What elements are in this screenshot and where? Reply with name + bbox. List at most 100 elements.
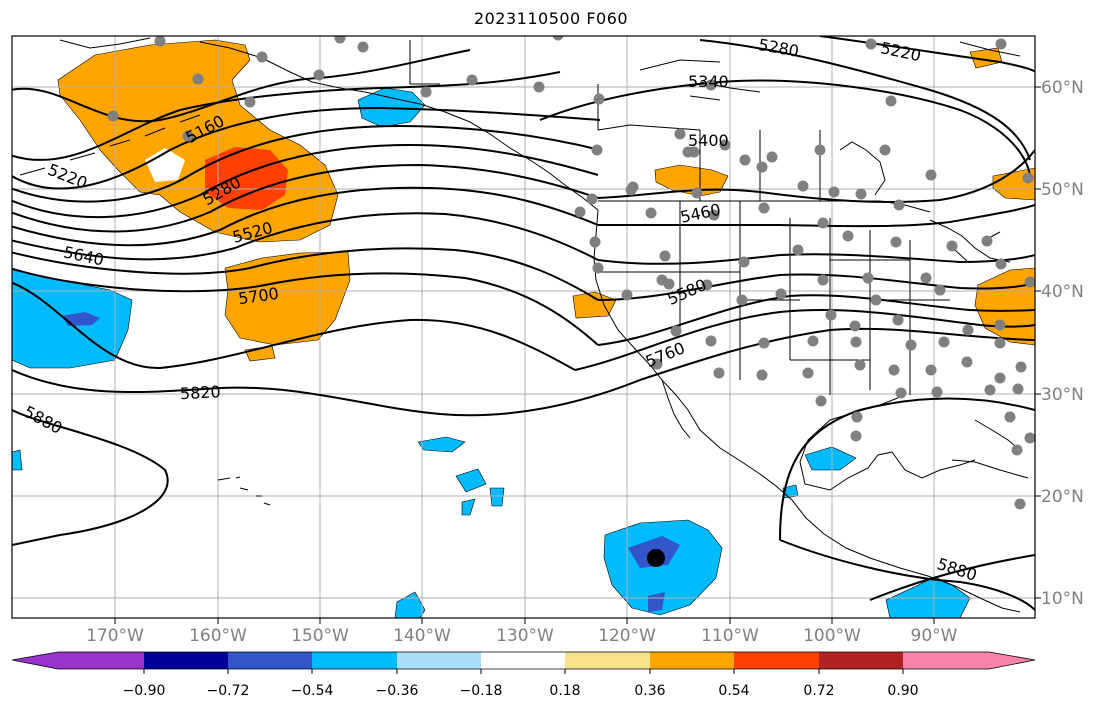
lon-label: 170°W [86,626,144,646]
florida-cuba [951,419,1029,479]
station-marker [797,180,809,192]
station-marker [851,411,863,423]
colorbar-tick-label: 0.36 [634,683,665,699]
station-marker [905,339,917,351]
station-marker [719,139,731,151]
station-marker [994,372,1006,384]
station-marker [849,320,861,332]
station-marker [854,359,866,371]
colorbar-outline [11,651,1036,670]
contour-5520 [12,186,599,247]
colorbar-segment [58,652,144,669]
contour-5340 [12,124,601,203]
contour-5340-north [539,79,1031,176]
station-marker [766,151,778,163]
colorbar-extend-min [12,652,58,669]
station-marker [870,294,882,306]
station-marker [705,79,717,91]
station-marker [1004,411,1016,423]
station-marker [775,288,787,300]
contour-n-7 [639,327,1035,381]
lon-label: 140°W [393,626,451,646]
station-marker [552,36,564,41]
negative-anomaly-islands-3 [489,487,505,507]
station-marker [865,38,877,50]
station-marker [701,279,713,291]
station-marker [645,207,657,219]
station-marker [855,188,867,200]
lon-label: 120°W [598,626,656,646]
contour-5880-south [869,554,1035,601]
storm-center-marker [647,549,665,567]
station-marker [738,256,750,268]
station-marker [533,81,545,93]
colorbar-segment [481,652,565,669]
station-marker [713,367,725,379]
station-marker [651,358,663,370]
station-marker [625,184,637,196]
contour-5880 [12,409,169,546]
negative-anomaly-small-2 [12,449,23,471]
station-marker [708,209,720,221]
station-marker [925,169,937,181]
negative-anomaly-gulf [804,446,857,471]
station-marker [756,161,768,173]
station-marker [984,384,996,396]
colorbar-tick-label: −0.36 [376,683,419,699]
colorbar-tick-label: −0.18 [460,683,503,699]
aleutian-islands [19,114,201,176]
station-marker [1022,172,1034,184]
axis-ticks [114,86,1041,624]
station-marker [961,356,973,368]
station-marker [850,336,862,348]
lat-label: 20°N [1041,487,1084,507]
station-markers [107,36,1035,510]
station-marker [1011,444,1023,456]
station-marker [895,387,907,399]
station-marker [589,236,601,248]
contour-5640 [12,247,599,301]
arctic-islands [639,41,1021,101]
station-marker [892,314,904,326]
colorbar-tick-label: −0.72 [207,683,250,699]
station-marker [946,240,958,252]
contour-5280 [12,106,601,190]
contour-label: 5340 [688,72,729,91]
hudson-bay [839,141,886,196]
negative-anomaly-hurricane-core2 [648,592,665,612]
station-marker [815,395,827,407]
contour-5160 [12,49,471,123]
colorbar-segment [565,652,650,669]
station-marker [192,73,204,85]
station-marker [1024,276,1035,288]
station-marker [825,309,837,321]
gulf-coast [799,394,976,491]
station-marker [1014,498,1026,510]
station-marker [962,324,974,336]
latitude-labels: 60°N 50°N 40°N 30°N 20°N 10°N [1041,78,1084,609]
contour-5460 [12,163,599,233]
lon-label: 100°W [803,626,861,646]
station-marker [256,51,268,63]
contour-5760 [12,281,576,371]
lon-label: 90°W [911,626,958,646]
contour-n-4 [597,273,1035,301]
lat-label: 60°N [1041,78,1084,98]
station-marker [107,110,119,122]
contour-5400 [12,143,599,219]
station-marker [817,274,829,286]
positive-anomaly-california [572,291,617,319]
map-gridlines [12,36,1035,618]
colorbar-segment [228,652,312,669]
station-marker [736,294,748,306]
station-marker [879,144,891,156]
station-marker [756,369,768,381]
station-marker [758,202,770,214]
station-marker [691,187,703,199]
contour-5880-ca [779,539,1035,611]
colorbar-segment [903,652,989,669]
station-marker [885,95,897,107]
contour-n-1 [597,149,1035,203]
colorbar-tick-label: 0.72 [803,683,834,699]
